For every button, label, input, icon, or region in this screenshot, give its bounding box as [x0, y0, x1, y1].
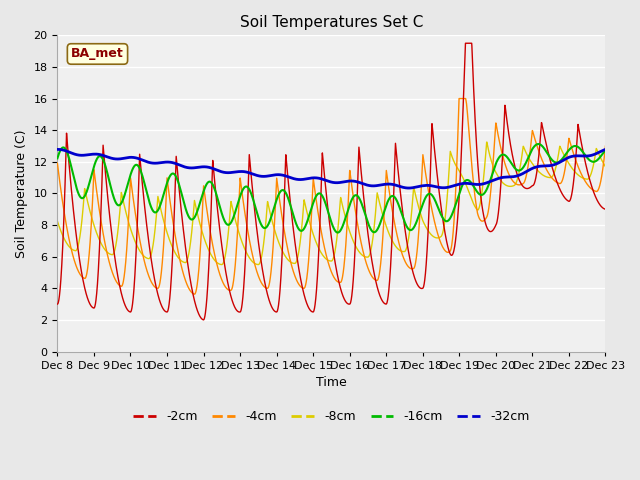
Y-axis label: Soil Temperature (C): Soil Temperature (C): [15, 129, 28, 258]
Text: BA_met: BA_met: [71, 48, 124, 60]
X-axis label: Time: Time: [316, 376, 347, 389]
Title: Soil Temperatures Set C: Soil Temperatures Set C: [240, 15, 423, 30]
Legend: -2cm, -4cm, -8cm, -16cm, -32cm: -2cm, -4cm, -8cm, -16cm, -32cm: [129, 405, 534, 428]
